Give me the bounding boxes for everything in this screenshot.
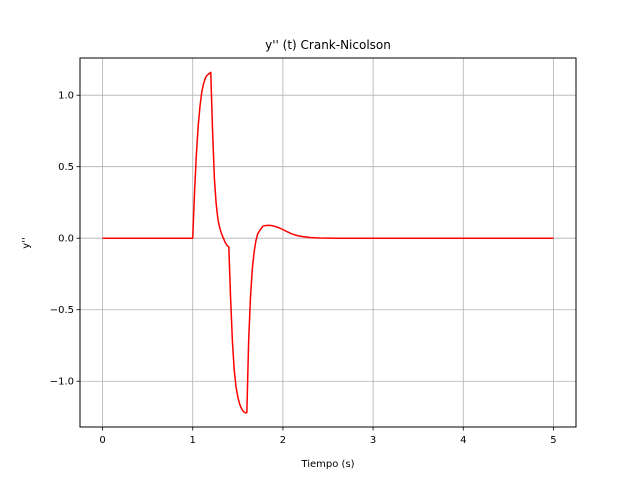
y-tick-label: −0.5 [50,305,74,316]
y-axis-label: y'' [21,237,32,248]
ticks: 0 1 2 3 4 5 −1.0 −0.5 0.0 0.5 1.0 [50,91,557,446]
y-tick-label: 0.0 [58,234,74,245]
x-tick-label: 0 [99,435,105,446]
x-tick-label: 3 [370,435,376,446]
series-line [102,71,554,414]
x-axis-label: Tiempo (s) [300,459,354,470]
y-tick-label: −1.0 [50,377,74,388]
x-tick-label: 4 [460,435,466,446]
x-tick-label: 2 [280,435,286,446]
chart-title: y'' (t) Crank-Nicolson [265,38,391,52]
x-tick-label: 5 [550,435,556,446]
series-layer [102,71,554,414]
y-tick-label: 1.0 [58,91,74,102]
x-tick-label: 1 [190,435,196,446]
y-tick-label: 0.5 [58,162,74,173]
plot-frame [79,57,577,428]
